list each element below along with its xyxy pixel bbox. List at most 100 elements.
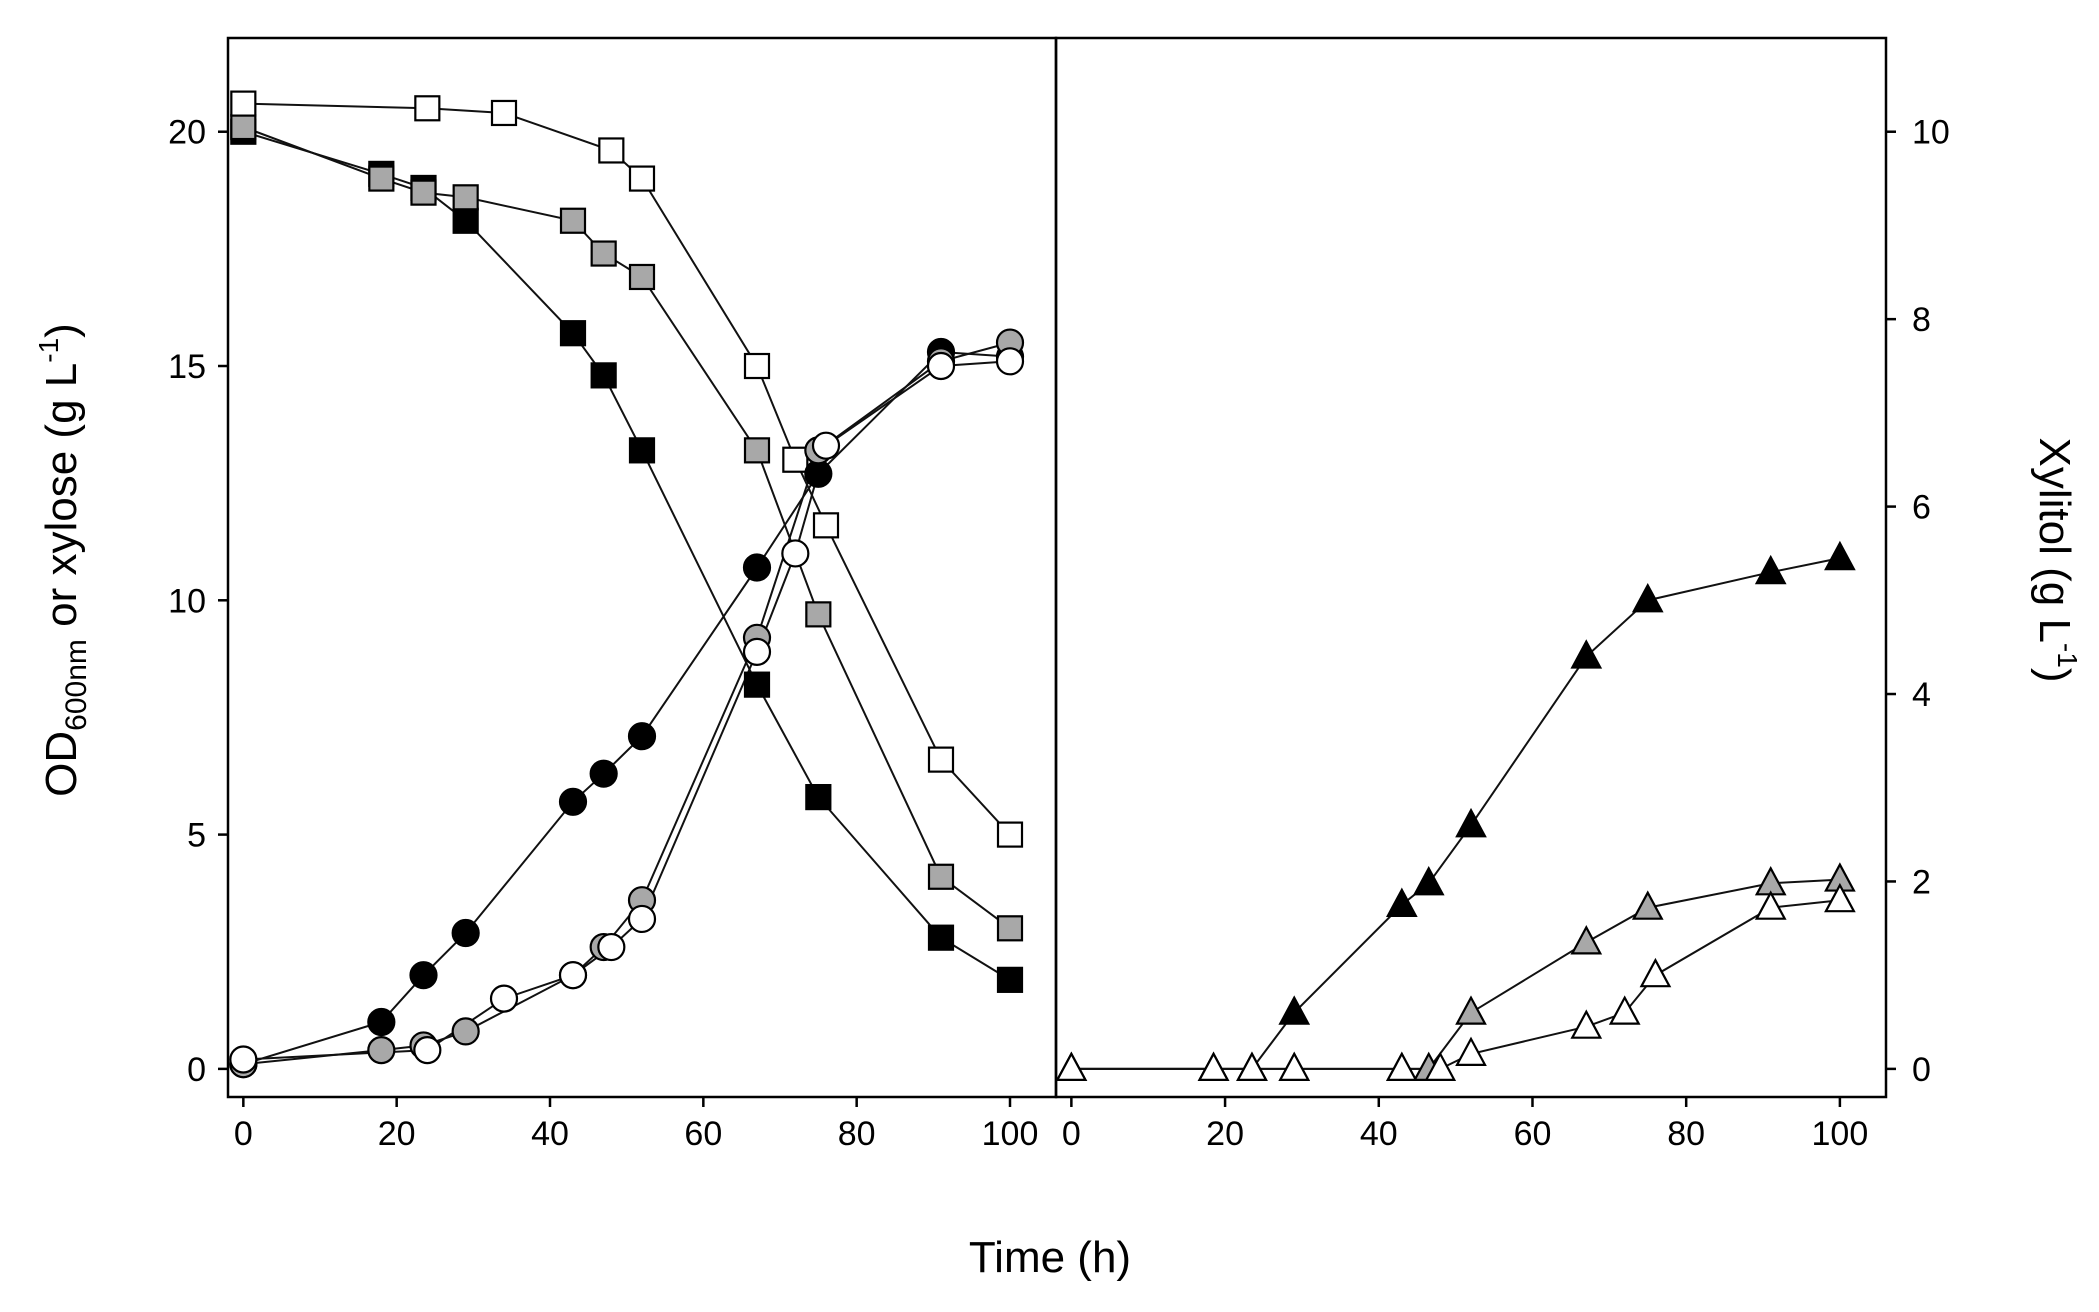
y-tick-label: 10 (1912, 114, 1950, 152)
data-point-xylitol-black (1385, 887, 1418, 917)
data-point-od-gray (367, 1036, 396, 1065)
y-tick-label: 15 (168, 348, 206, 386)
y-tick-label: 4 (1912, 676, 1931, 714)
data-point-xylitol-white (1197, 1051, 1230, 1081)
y-tick-label: 0 (187, 1051, 206, 1089)
left-panel: 0 20 40 60 80 100 0 5 10 15 20 (168, 36, 1058, 1153)
x-tick-label: 20 (378, 1115, 416, 1153)
data-point-xylose-gray (410, 179, 437, 206)
y-tick-label: 8 (1912, 301, 1931, 339)
series-line-xylitol-gray (1071, 878, 1840, 1070)
data-point-od-black (367, 1007, 396, 1037)
data-point-xylose-white (782, 446, 809, 473)
data-point-xylose-white (812, 512, 840, 539)
data-point-xylitol-black (1754, 554, 1787, 585)
data-point-xylose-black (927, 924, 955, 951)
x-tick-label: 40 (531, 1115, 569, 1153)
data-point-xylitol-black (1455, 807, 1487, 838)
y-tick-label: 0 (1912, 1051, 1931, 1089)
data-point-xylose-gray (590, 240, 617, 267)
x-tick-label: 0 (234, 1115, 253, 1153)
data-point-xylose-black (805, 784, 832, 811)
data-point-xylitol-white (1639, 957, 1672, 988)
data-point-od-gray (451, 1017, 480, 1046)
data-point-xylose-gray (230, 113, 257, 141)
data-point-od-white (926, 351, 956, 381)
y-tick-label: 20 (168, 114, 206, 152)
data-point-xylose-gray (628, 263, 656, 291)
data-point-od-white (811, 431, 841, 460)
data-point-xylitol-gray (1631, 890, 1664, 920)
series-line-xylose-white (243, 102, 1011, 836)
data-point-xylitol-black (1570, 639, 1603, 669)
data-point-od-black (589, 759, 618, 788)
data-point-xylose-white (927, 746, 955, 773)
data-point-od-black (451, 918, 480, 948)
data-point-od-white (413, 1036, 442, 1065)
data-point-od-black (742, 553, 772, 582)
data-point-xylitol-black (1631, 582, 1664, 613)
data-point-od-white (597, 932, 626, 962)
data-point-xylose-black (590, 362, 617, 389)
data-point-xylose-gray (996, 915, 1024, 942)
data-point-od-white (229, 1045, 258, 1074)
data-point-xylitol-white (1424, 1051, 1457, 1081)
series-line-od-gray (243, 341, 1011, 1066)
data-point-xylose-black (996, 966, 1024, 993)
data-point-xylitol-white (1455, 1036, 1487, 1066)
series-line-od-black (243, 350, 1011, 1066)
x-tick-label: 60 (684, 1115, 722, 1153)
data-point-od-white (995, 347, 1025, 376)
data-point-od-white (489, 984, 519, 1013)
data-point-od-black (627, 722, 657, 751)
plot-frame (1054, 36, 1888, 1099)
series-line-od-white (243, 360, 1011, 1061)
right-panel: 0 20 40 60 80 100 0 2 4 6 8 10 (1054, 36, 1950, 1153)
data-point-xylitol-black (1824, 540, 1856, 571)
data-point-xylose-gray (452, 184, 479, 211)
x-tick-label: 100 (982, 1115, 1039, 1153)
data-point-xylose-white (598, 137, 625, 164)
x-tick-label: 80 (1667, 1115, 1705, 1153)
y-tick-label: 10 (168, 582, 206, 620)
x-tick-label: 80 (838, 1115, 876, 1153)
data-point-xylose-gray (559, 207, 587, 234)
y-tick-label: 5 (187, 817, 206, 855)
x-tick-label: 0 (1062, 1115, 1081, 1153)
series-line-xylose-gray (242, 126, 1011, 930)
data-point-xylitol-gray (1455, 995, 1487, 1025)
left-y-axis-title: OD600nm or xylose (g L-1) (33, 323, 93, 797)
data-point-od-black (804, 459, 833, 488)
data-point-xylitol-white (1278, 1051, 1311, 1081)
data-point-xylitol-white (1570, 1009, 1603, 1039)
data-point-xylose-black (628, 437, 656, 464)
x-tick-label: 40 (1360, 1115, 1398, 1153)
data-point-xylose-gray (805, 601, 832, 628)
data-point-od-white (558, 961, 588, 990)
data-point-xylitol-white (1608, 995, 1641, 1025)
x-tick-label: 100 (1812, 1115, 1869, 1153)
data-point-od-black (558, 787, 588, 816)
data-point-xylose-black (452, 207, 479, 234)
data-point-xylitol-black (1278, 995, 1311, 1025)
data-point-xylose-white (230, 90, 257, 117)
series-line-xylitol-white (1071, 899, 1841, 1070)
x-tick-label: 60 (1514, 1115, 1552, 1153)
data-point-od-white (742, 637, 772, 666)
series-line-xylose-black (243, 130, 1011, 981)
x-tick-label: 20 (1206, 1115, 1244, 1153)
data-point-xylitol-white (1385, 1051, 1418, 1081)
data-point-xylose-gray (927, 863, 955, 890)
data-point-xylose-black (559, 320, 587, 347)
data-point-xylose-white (743, 352, 771, 380)
y-tick-label: 2 (1912, 863, 1931, 901)
right-y-axis-title: Xylitol (g L-1) (2030, 438, 2083, 683)
x-axis-title: Time (h) (969, 1233, 1131, 1282)
data-point-xylitol-white (1824, 882, 1856, 913)
data-point-xylitol-black (1412, 866, 1445, 896)
data-point-xylose-black (743, 671, 771, 698)
data-point-od-white (781, 539, 810, 568)
data-point-od-black (409, 961, 438, 990)
data-point-xylose-gray (368, 165, 395, 192)
